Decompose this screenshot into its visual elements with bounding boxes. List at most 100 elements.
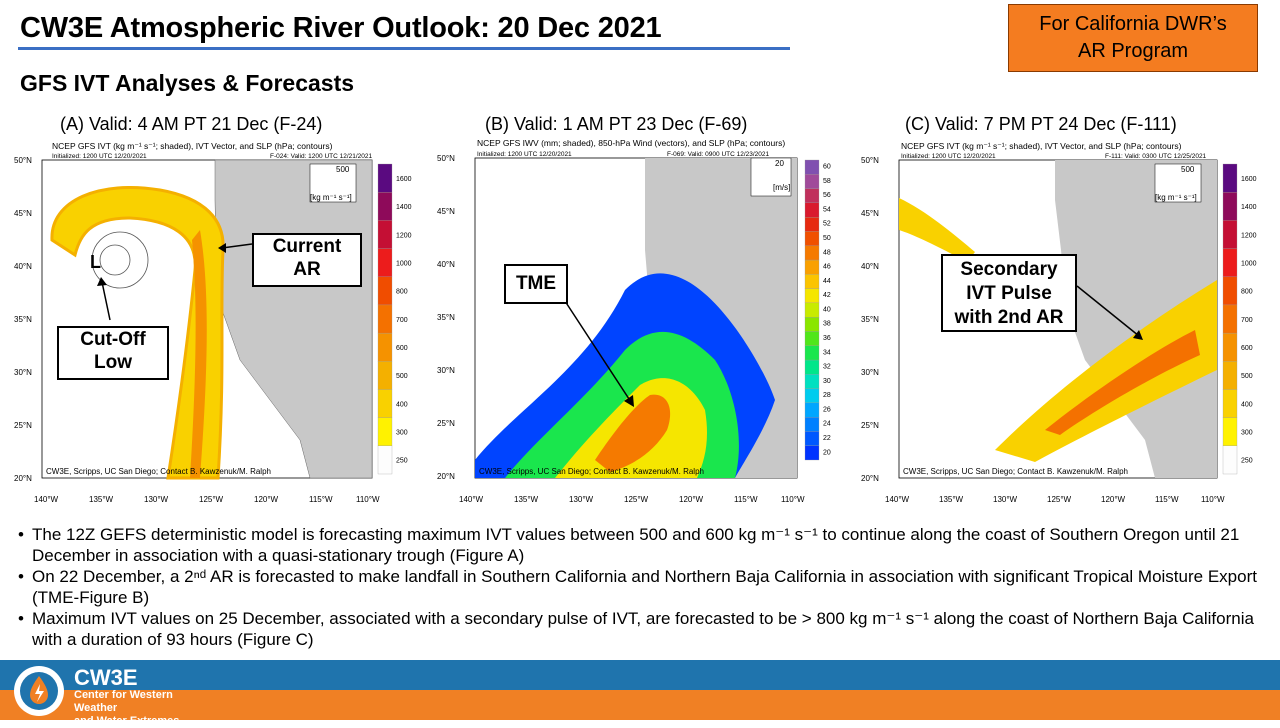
colorbar-tick-label: 24 [823, 421, 831, 428]
lon-label: 110°W [356, 495, 380, 504]
colorbar-tick-label: 500 [1241, 373, 1253, 380]
lon-label: 130°W [993, 495, 1018, 504]
panel-b-tme-arrowhead [624, 395, 634, 407]
colorbar-swatch [1222, 417, 1238, 446]
lat-label: 20°N [14, 474, 32, 483]
colorbar-tick-label: 1200 [396, 232, 412, 239]
lon-label: 120°W [1101, 495, 1126, 504]
colorbar-swatch [377, 332, 393, 362]
colorbar-swatch [377, 389, 393, 418]
colorbar-swatch [377, 276, 393, 306]
panel-a-low-contour [91, 231, 149, 289]
dwr-line-1: For California DWR’s [1039, 13, 1227, 35]
colorbar-swatch [377, 445, 393, 475]
colorbar-swatch [1222, 361, 1238, 390]
lat-label: 40°N [861, 262, 879, 271]
colorbar-tick-label: 1200 [1241, 232, 1257, 239]
lat-label: 30°N [14, 368, 32, 377]
lon-label: 135°W [514, 495, 539, 504]
colorbar-tick-label: 20 [823, 449, 831, 456]
panel-a-vector-key [309, 163, 357, 203]
colorbar-swatch [1222, 192, 1238, 221]
lat-label: 30°N [861, 368, 879, 377]
summary-bullets: The 12Z GEFS deterministic model is fore… [18, 524, 1268, 650]
lat-label: 35°N [437, 313, 455, 322]
panel-a-low-arrowhead [97, 277, 107, 286]
colorbar-swatch [804, 159, 820, 175]
bullet-item: Maximum IVT values on 25 December, assoc… [18, 608, 1268, 650]
colorbar-tick-label: 1400 [1241, 204, 1257, 211]
panel-a-unit: [kg m⁻¹ s⁻¹] [310, 193, 352, 202]
panel-b-vector-key [750, 157, 792, 197]
lon-label: 115°W [309, 495, 333, 504]
lon-label: 130°W [144, 495, 169, 504]
colorbar-swatch [804, 288, 820, 304]
title-underline [18, 47, 790, 50]
secondary-pulse-line-2: IVT Pulse [966, 283, 1052, 304]
panel-b-iwv-orange [595, 394, 671, 472]
lat-label: 25°N [14, 421, 32, 430]
lon-label: 140°W [885, 495, 910, 504]
panel-a-low-arrow [101, 281, 111, 321]
lon-label: 130°W [569, 495, 594, 504]
secondary-pulse-callout: Secondary IVT Pulse with 2nd AR [941, 254, 1077, 332]
panel-b-map: NCEP GFS IWV (mm; shaded), 850-hPa Wind … [437, 140, 831, 504]
panel-c-ivt-core [1045, 330, 1200, 435]
lon-label: 120°W [679, 495, 704, 504]
colorbar-tick-label: 26 [823, 406, 831, 413]
colorbar-swatch [377, 163, 393, 193]
panel-a-ivt-core [190, 230, 207, 478]
tme-label: TME [515, 273, 557, 294]
panel-c-pulse-arrowhead [1133, 330, 1143, 340]
panel-a-map: NCEP GFS IVT (kg m⁻¹ s⁻¹; shaded), IVT V… [14, 141, 412, 504]
lat-label: 20°N [437, 472, 455, 481]
colorbar-tick-label: 1600 [1241, 176, 1257, 183]
lon-label: 125°W [624, 495, 649, 504]
colorbar-swatch [804, 245, 820, 261]
panel-c-title: (C) Valid: 7 PM PT 24 Dec (F-111) [905, 114, 1177, 134]
colorbar-tick-label: 250 [396, 458, 408, 465]
lat-label: 45°N [14, 209, 32, 218]
colorbar-swatch [1222, 389, 1238, 418]
colorbar-tick-label: 40 [823, 306, 831, 313]
panel-a-lat-labels: 50°N 45°N 40°N 35°N 30°N 25°N 20°N [14, 156, 32, 483]
lat-label: 45°N [861, 209, 879, 218]
panel-c-init: Initialized: 1200 UTC 12/20/2021 [901, 153, 996, 160]
colorbar-swatch [1222, 220, 1238, 249]
lon-label: 140°W [34, 495, 59, 504]
colorbar-swatch [1222, 276, 1238, 306]
lon-label: 110°W [781, 495, 805, 504]
lat-label: 20°N [861, 474, 879, 483]
colorbar-tick-label: 700 [1241, 317, 1253, 324]
lat-label: 50°N [861, 156, 879, 165]
colorbar-tick-label: 800 [1241, 289, 1253, 296]
colorbar-tick-label: 56 [823, 192, 831, 199]
panel-a-ivt-band [50, 185, 225, 480]
panel-a-caption: NCEP GFS IVT (kg m⁻¹ s⁻¹; shaded), IVT V… [52, 141, 333, 151]
colorbar-tick-label: 300 [396, 430, 408, 437]
panel-c-unit: [kg m⁻¹ s⁻¹] [1155, 193, 1197, 202]
lat-label: 35°N [14, 315, 32, 324]
colorbar-swatch [804, 345, 820, 361]
colorbar-swatch [804, 202, 820, 218]
panel-b-lat-labels: 50°N 45°N 40°N 35°N 30°N 25°N 20°N [437, 154, 455, 481]
panel-c-ivt-north [899, 198, 975, 262]
footer-brand: CW3E [74, 665, 138, 690]
dwr-line-2: AR Program [1077, 40, 1189, 62]
panel-c-vector-key [1154, 163, 1202, 203]
colorbar-tick-label: 1000 [396, 260, 412, 267]
colorbar-tick-label: 250 [1241, 458, 1253, 465]
lat-label: 30°N [437, 366, 455, 375]
secondary-pulse-line-3: with 2nd AR [954, 307, 1064, 328]
panel-c-vector-ref: 500 [1181, 165, 1195, 174]
lon-label: 135°W [939, 495, 964, 504]
colorbar-swatch [804, 388, 820, 404]
panel-a-colorbar: 1600 1400 1200 1000 800 700 600 500 400 300 250 [377, 163, 412, 475]
colorbar-swatch [804, 359, 820, 375]
lat-label: 45°N [437, 207, 455, 216]
colorbar-swatch [804, 316, 820, 332]
colorbar-swatch [804, 174, 820, 189]
colorbar-swatch [1222, 304, 1238, 334]
colorbar-swatch [377, 192, 393, 221]
colorbar-swatch [804, 231, 820, 246]
